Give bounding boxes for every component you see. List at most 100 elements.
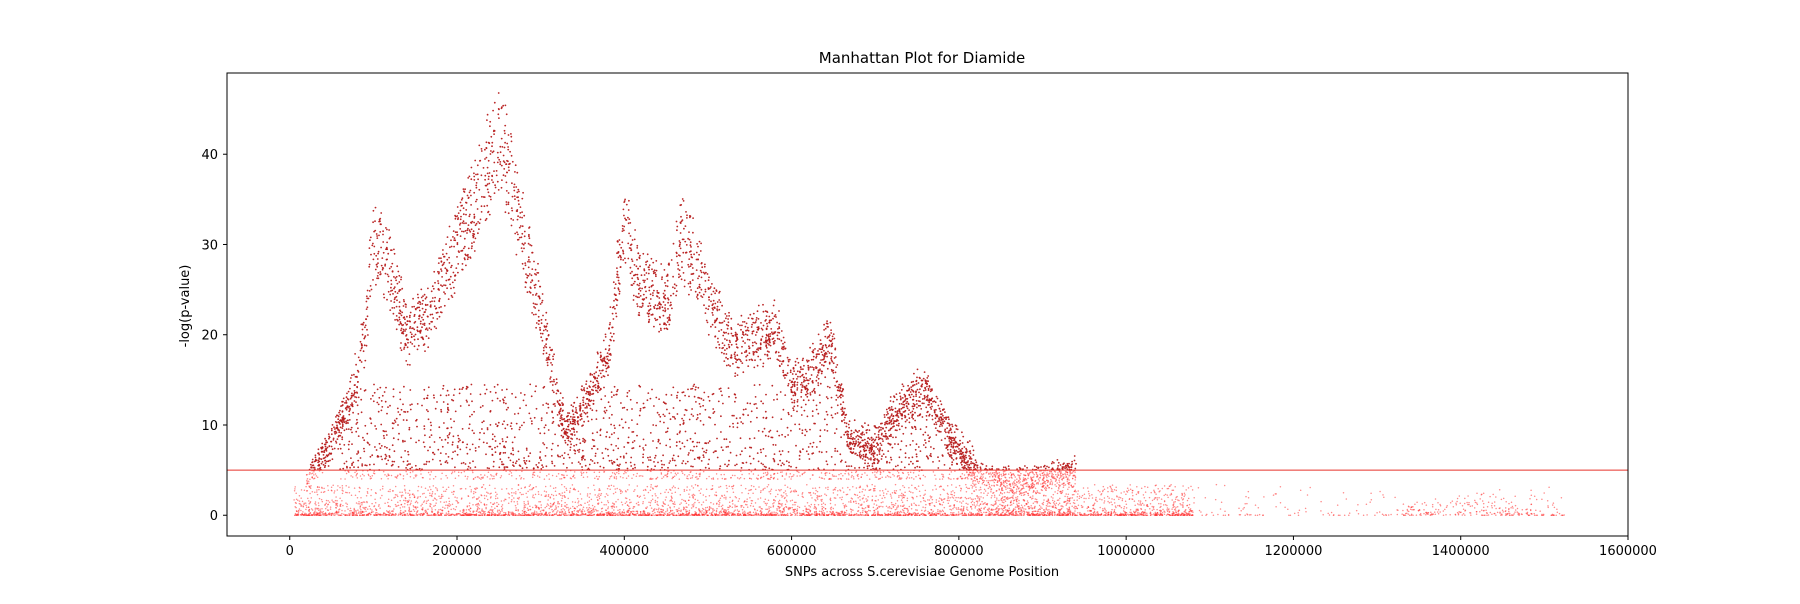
snp-point <box>1082 487 1085 489</box>
snp-point <box>1071 512 1074 515</box>
snp-point <box>1100 493 1102 496</box>
snp-point <box>929 495 932 497</box>
snp-point <box>514 514 517 516</box>
snp-point <box>871 514 873 516</box>
snp-point <box>1518 514 1520 516</box>
snp-point <box>1127 514 1130 516</box>
snp-point <box>605 511 608 514</box>
snp-point <box>371 509 373 511</box>
snp-point <box>667 514 669 516</box>
snp-point <box>1063 513 1065 515</box>
snp-point <box>394 493 397 496</box>
snp-point <box>797 505 799 508</box>
snp-point <box>665 496 667 498</box>
snp-point <box>896 506 898 508</box>
snp-point <box>367 487 369 490</box>
snp-point <box>970 498 973 500</box>
snp-point <box>551 505 553 508</box>
snp-point <box>402 477 405 480</box>
snp-point <box>554 513 556 515</box>
snp-point <box>296 510 298 513</box>
snp-point <box>708 508 711 511</box>
snp-point <box>1122 513 1124 515</box>
snp-point <box>330 514 333 516</box>
snp-point <box>436 488 438 490</box>
snp-point <box>912 492 914 494</box>
snp-point <box>555 506 557 509</box>
snp-point <box>333 490 336 492</box>
snp-point <box>929 502 932 505</box>
snp-point <box>1129 513 1132 516</box>
snp-point <box>326 514 329 516</box>
snp-point <box>1187 487 1190 489</box>
snp-point <box>954 499 956 502</box>
snp-point <box>1069 510 1071 513</box>
snp-point <box>850 497 853 499</box>
snp-point <box>1102 514 1105 516</box>
snp-point <box>513 500 515 503</box>
snp-point <box>943 514 945 516</box>
snp-point <box>529 505 531 507</box>
snp-point <box>523 504 526 507</box>
snp-point <box>662 514 664 516</box>
snp-point <box>932 510 934 512</box>
snp-point <box>598 489 600 492</box>
snp-point <box>1254 504 1257 506</box>
snp-point <box>598 497 601 500</box>
snp-point <box>436 489 439 492</box>
snp-point <box>913 511 916 514</box>
snp-point <box>479 510 481 513</box>
snp-point <box>381 514 383 516</box>
snp-point <box>921 512 924 515</box>
snp-point <box>1219 508 1222 510</box>
snp-point <box>1164 511 1166 513</box>
snp-point <box>901 497 904 499</box>
snp-point <box>1411 509 1413 511</box>
snp-point <box>1535 514 1537 516</box>
snp-point <box>1429 514 1432 516</box>
snp-point <box>379 497 382 499</box>
snp-point <box>403 506 406 508</box>
snp-point <box>1136 513 1139 515</box>
snp-point <box>592 509 594 511</box>
snp-point <box>861 490 863 493</box>
snp-point <box>1052 493 1055 496</box>
snp-point <box>813 512 816 514</box>
snp-point <box>603 503 605 506</box>
snp-point <box>439 512 442 515</box>
snp-point <box>647 491 650 494</box>
snp-point <box>629 510 632 513</box>
snp-point <box>425 496 427 498</box>
snp-point <box>604 496 606 498</box>
snp-point <box>983 511 985 514</box>
snp-point <box>646 512 649 515</box>
snp-point <box>1076 514 1079 516</box>
snp-point <box>1366 514 1368 516</box>
snp-point <box>1168 508 1170 510</box>
snp-point <box>1211 511 1213 514</box>
snp-point <box>1016 514 1019 516</box>
snp-point <box>971 500 974 502</box>
snp-point <box>1083 514 1086 516</box>
snp-point <box>1157 487 1159 490</box>
snp-point <box>1159 506 1161 509</box>
snp-point <box>1062 511 1065 513</box>
snp-point <box>500 514 502 516</box>
snp-point <box>904 514 906 516</box>
snp-point <box>402 511 404 514</box>
snp-point <box>387 505 390 507</box>
snp-point <box>874 485 876 487</box>
snp-point <box>374 512 377 514</box>
snp-point <box>632 506 635 508</box>
snp-point <box>658 513 660 516</box>
snp-point <box>1144 514 1147 516</box>
snp-point <box>385 510 388 512</box>
snp-point <box>436 514 438 516</box>
snp-point <box>344 514 347 516</box>
snp-point <box>867 496 869 498</box>
snp-point <box>1355 509 1358 512</box>
snp-point <box>941 513 944 516</box>
snp-point <box>807 511 809 513</box>
snp-point <box>483 497 486 500</box>
snp-point <box>535 486 537 488</box>
